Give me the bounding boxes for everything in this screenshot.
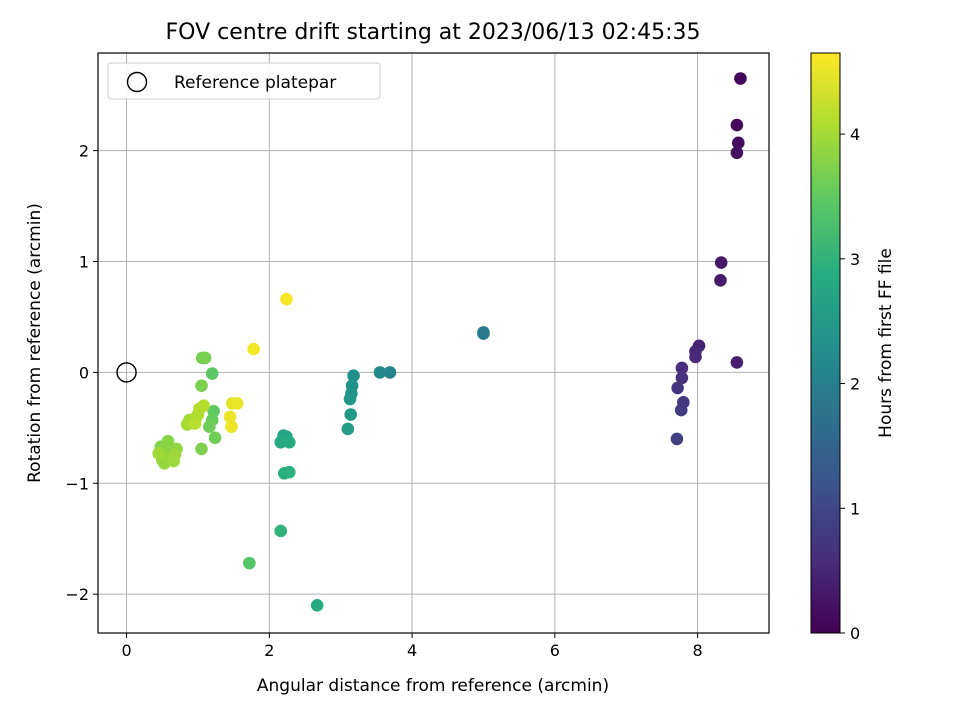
data-point — [344, 408, 357, 421]
legend-box — [107, 62, 381, 100]
data-point — [689, 350, 702, 364]
data-point — [274, 524, 288, 538]
data-point — [675, 361, 689, 375]
data-point — [247, 342, 260, 356]
x-tick-label: 4 — [407, 641, 417, 660]
data-point — [188, 417, 202, 430]
data-point — [734, 72, 747, 85]
data-point — [730, 146, 744, 160]
data-point — [675, 371, 689, 385]
data-point — [168, 448, 182, 461]
legend-label-reference: Reference platepar — [174, 73, 336, 93]
colorbar-label: Hours from first FF file — [876, 248, 896, 438]
data-point — [280, 292, 293, 306]
plot-frame — [97, 52, 770, 634]
data-point — [671, 381, 684, 395]
reference-marker-layer — [116, 362, 137, 383]
data-point — [730, 118, 744, 132]
data-point — [347, 369, 360, 383]
x-tick-label: 0 — [121, 641, 131, 660]
colorbar-tick-label: 3 — [850, 250, 860, 269]
colorbar-tick-label: 4 — [850, 125, 860, 144]
data-point — [283, 435, 296, 449]
chart-title: FOV centre drift starting at 2023/06/13 … — [166, 20, 701, 45]
colorbar-gradient — [810, 52, 841, 634]
x-tick-label: 6 — [550, 641, 560, 660]
y-tick-label: 0 — [79, 363, 89, 382]
x-tick-label: 2 — [264, 641, 274, 660]
colorbar-tick-label: 2 — [850, 375, 860, 394]
colorbar-tick-label: 1 — [850, 499, 860, 518]
legend: Reference platepar — [107, 62, 381, 100]
data-point — [730, 356, 744, 369]
colorbar: 0 1 2 3 4 Hours from first FF file — [810, 52, 896, 643]
y-tick-label: 1 — [79, 252, 89, 271]
data-point — [195, 379, 208, 392]
data-point — [230, 397, 244, 410]
data-point — [674, 403, 688, 417]
data-point — [161, 434, 175, 448]
reference-platepar-marker — [116, 362, 137, 383]
data-point — [343, 392, 357, 406]
data-point — [195, 442, 208, 456]
data-point — [243, 556, 256, 570]
data-point — [152, 447, 165, 460]
data-point — [208, 431, 222, 445]
y-tick-label: −1 — [65, 474, 89, 493]
data-point — [223, 410, 237, 424]
colorbar-ticks: 0 1 2 3 4 — [840, 125, 860, 643]
data-point — [205, 367, 219, 380]
data-point — [198, 351, 212, 365]
data-point — [225, 420, 238, 434]
data-point — [310, 598, 324, 612]
legend-marker-reference — [126, 71, 148, 93]
data-point — [383, 366, 397, 379]
colorbar-tick-label: 0 — [850, 624, 860, 643]
data-point — [341, 422, 355, 436]
y-tick-label: 2 — [79, 142, 89, 161]
axis-ticks: 0 2 4 6 8 −2 −1 0 1 2 — [65, 142, 702, 660]
x-axis-label: Angular distance from reference (arcmin) — [257, 676, 609, 696]
data-point — [373, 366, 387, 379]
data-point — [477, 326, 490, 339]
data-point — [283, 465, 296, 479]
y-axis-label: Rotation from reference (arcmin) — [25, 203, 45, 483]
x-tick-label: 8 — [693, 641, 703, 660]
y-tick-label: −2 — [65, 585, 89, 604]
data-point — [714, 274, 727, 287]
data-point — [714, 256, 728, 269]
scatter-points — [152, 72, 747, 612]
data-point — [732, 136, 745, 150]
data-point — [670, 432, 684, 446]
data-point — [203, 420, 216, 434]
data-point — [197, 399, 210, 412]
